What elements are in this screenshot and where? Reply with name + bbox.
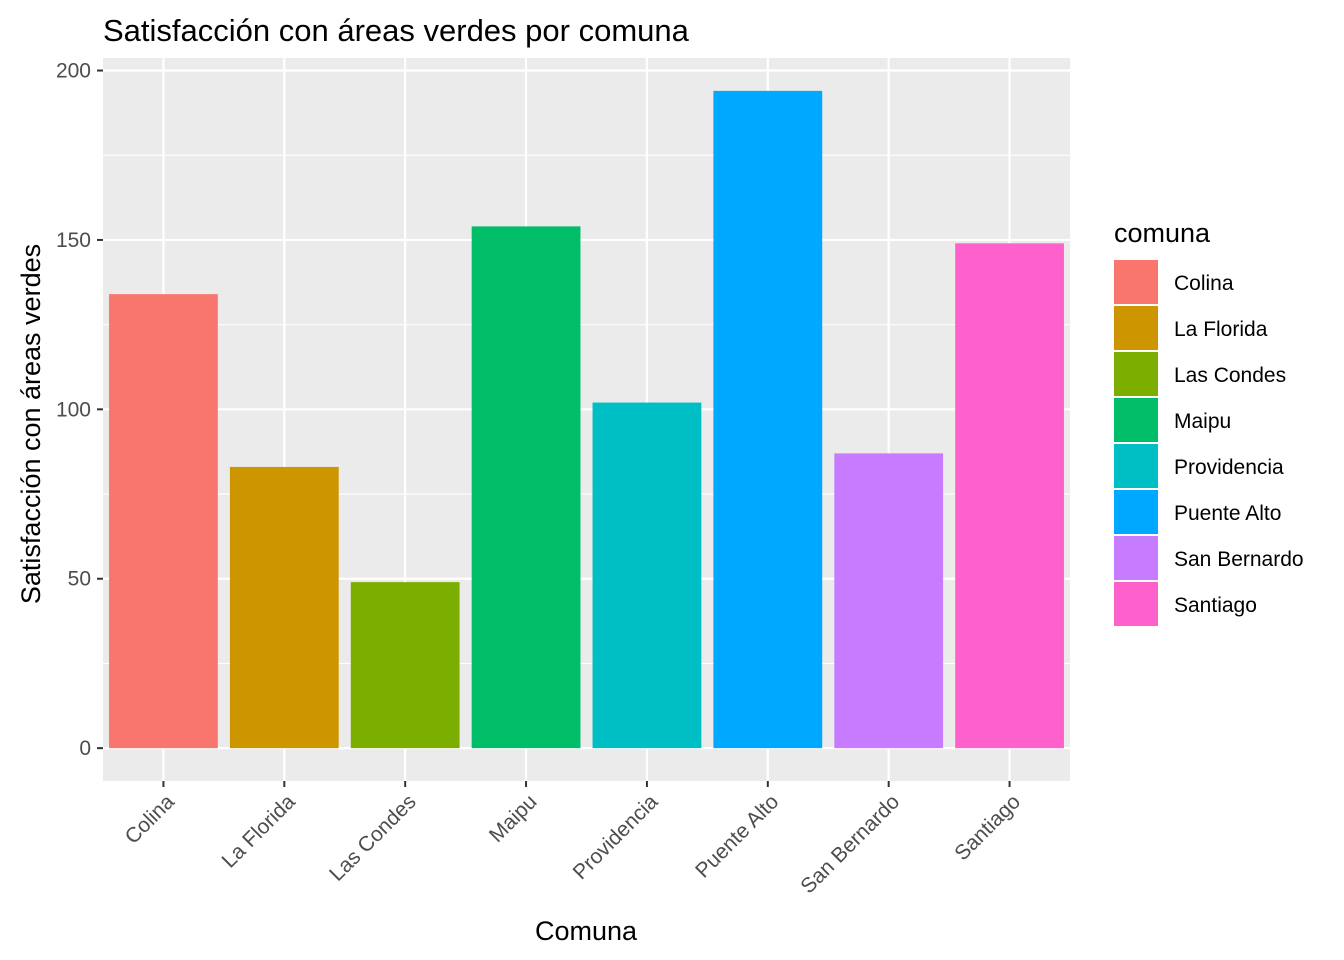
- x-tick-label: Las Condes: [325, 790, 421, 886]
- legend-label: Colina: [1174, 272, 1234, 295]
- legend-label: Santiago: [1174, 594, 1257, 617]
- bar-maipu: [471, 226, 581, 749]
- y-tick-label: 150: [56, 229, 91, 252]
- x-axis-title: Comuna: [535, 916, 638, 946]
- legend-title: comuna: [1114, 218, 1211, 248]
- legend-label: Providencia: [1174, 456, 1284, 479]
- bar-colina: [109, 294, 218, 749]
- legend-label: Maipu: [1174, 410, 1231, 433]
- legend-key: [1114, 582, 1158, 626]
- legend: comuna Colina La Florida Las Condes Maipu Pr…: [1114, 218, 1304, 626]
- x-tick-label: Colina: [121, 790, 180, 849]
- bar-providencia: [592, 402, 702, 749]
- x-tick-label: Puente Alto: [691, 790, 783, 882]
- x-tick-label: La Florida: [218, 790, 301, 873]
- bar-puente-alto: [713, 90, 823, 749]
- x-tick-label: Providencia: [569, 790, 663, 884]
- chart-title: Satisfacción con áreas verdes por comuna: [103, 13, 690, 48]
- y-axis-title: Satisfacción con áreas verdes: [16, 244, 46, 604]
- legend-key: [1114, 306, 1158, 350]
- x-tick-label: San Bernardo: [796, 790, 904, 898]
- legend-key: [1114, 490, 1158, 534]
- bar-san-bernardo: [834, 453, 944, 749]
- legend-label: Las Condes: [1174, 364, 1286, 387]
- x-axis-ticks: Colina La Florida Las Condes Maipu Providenc…: [121, 781, 1025, 898]
- y-tick-label: 0: [79, 737, 91, 760]
- y-tick-label: 50: [68, 568, 91, 591]
- x-tick-label: Santiago: [950, 790, 1025, 865]
- y-axis-ticks: 0 50 100 150 200: [56, 60, 103, 760]
- legend-label: Puente Alto: [1174, 502, 1281, 525]
- bars: [109, 90, 1064, 749]
- y-tick-label: 200: [56, 60, 91, 83]
- legend-label: La Florida: [1174, 318, 1268, 341]
- y-tick-label: 100: [56, 398, 91, 421]
- legend-key: [1114, 536, 1158, 580]
- legend-entries: Colina La Florida Las Condes Maipu Providenc…: [1114, 260, 1304, 626]
- legend-key: [1114, 352, 1158, 396]
- legend-key: [1114, 260, 1158, 304]
- legend-label: San Bernardo: [1174, 548, 1304, 571]
- bar-santiago: [955, 243, 1064, 749]
- legend-key: [1114, 444, 1158, 488]
- legend-key: [1114, 398, 1158, 442]
- bar-la-florida: [229, 466, 339, 749]
- x-tick-label: Maipu: [485, 790, 542, 847]
- bar-las-condes: [350, 582, 460, 749]
